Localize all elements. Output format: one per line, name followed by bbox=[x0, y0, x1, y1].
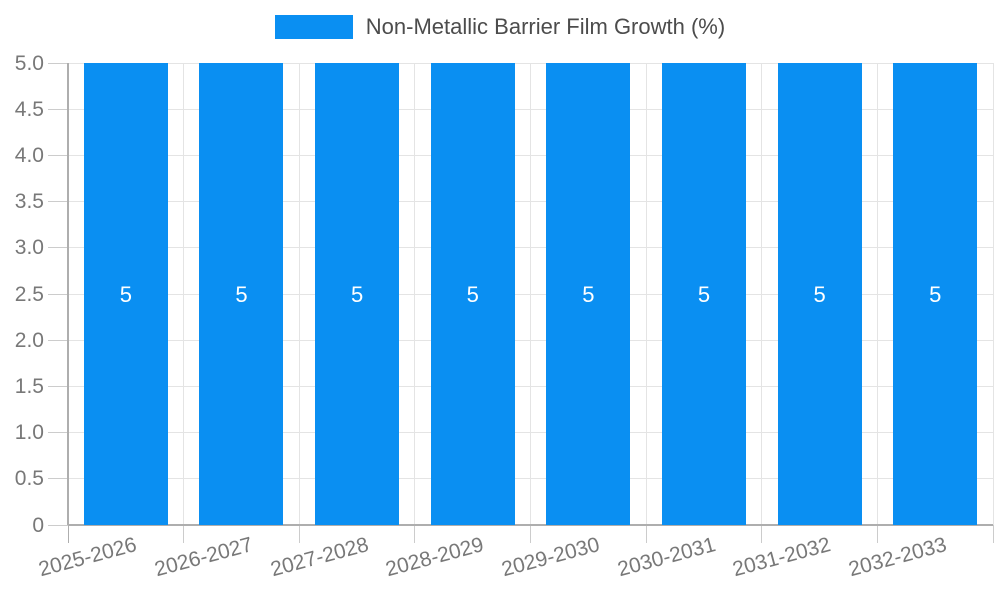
y-axis-tick-label: 0 bbox=[32, 513, 44, 537]
y-axis-tick-label: 3.5 bbox=[14, 190, 44, 214]
bar: 5 bbox=[661, 63, 746, 525]
bar-value-label: 5 bbox=[697, 282, 711, 307]
x-axis-tick-label: 2031-2032 bbox=[730, 533, 834, 582]
legend-swatch bbox=[274, 15, 353, 39]
y-axis-tick bbox=[48, 247, 68, 249]
x-axis-tick bbox=[645, 525, 647, 543]
y-axis-tick-label: 1.0 bbox=[14, 421, 44, 445]
x-axis-line bbox=[68, 524, 993, 526]
bar: 5 bbox=[430, 63, 515, 525]
x-axis-tick bbox=[414, 525, 416, 543]
x-axis-tick-label: 2025-2026 bbox=[36, 533, 140, 582]
x-axis-tick bbox=[67, 525, 69, 543]
y-axis-tick bbox=[48, 293, 68, 295]
y-axis-tick bbox=[48, 201, 68, 203]
bar: 5 bbox=[546, 63, 631, 525]
y-axis-tick bbox=[48, 108, 68, 110]
y-axis-tick-label: 3.0 bbox=[14, 236, 44, 260]
y-axis-tick bbox=[48, 385, 68, 387]
x-axis-tick bbox=[992, 525, 994, 543]
bar-value-label: 5 bbox=[235, 282, 248, 307]
bar-value-label: 5 bbox=[813, 282, 826, 307]
x-axis-tick-label: 2029-2030 bbox=[499, 533, 603, 582]
y-axis-tick-label: 5.0 bbox=[14, 51, 44, 75]
bar: 5 bbox=[199, 63, 284, 525]
y-axis-tick-label: 0.5 bbox=[14, 467, 44, 491]
legend-label: Non-Metallic Barrier Film Growth (%) bbox=[365, 14, 726, 39]
bar-value-label: 5 bbox=[119, 282, 132, 307]
x-axis-tick bbox=[876, 525, 878, 543]
gridline-vertical bbox=[183, 63, 185, 525]
y-axis-tick bbox=[48, 339, 68, 341]
y-axis-tick-label: 2.5 bbox=[14, 282, 44, 306]
x-axis-tick-label: 2032-2033 bbox=[845, 533, 949, 582]
bar-value-label: 5 bbox=[350, 282, 364, 307]
y-axis-line bbox=[67, 63, 69, 525]
x-axis-tick-label: 2026-2027 bbox=[152, 533, 256, 582]
bar: 5 bbox=[777, 63, 862, 525]
bar: 5 bbox=[83, 63, 168, 525]
x-axis-tick bbox=[183, 525, 185, 543]
y-axis-tick-label: 4.5 bbox=[14, 97, 44, 121]
bar-value-label: 5 bbox=[466, 282, 479, 307]
x-axis-tick bbox=[530, 525, 531, 543]
bar-value-label: 5 bbox=[582, 282, 595, 307]
bar-value-label: 5 bbox=[929, 282, 942, 307]
y-axis-tick-label: 2.0 bbox=[14, 328, 44, 352]
y-axis-tick bbox=[48, 62, 68, 64]
y-axis-tick-label: 1.5 bbox=[14, 374, 44, 398]
y-axis-tick bbox=[48, 478, 68, 480]
y-axis-tick bbox=[48, 154, 68, 156]
y-axis-tick bbox=[48, 524, 68, 526]
gridline-vertical bbox=[645, 63, 647, 525]
gridline-vertical bbox=[298, 63, 300, 525]
x-axis-tick-label: 2027-2028 bbox=[267, 533, 371, 582]
x-axis-tick-label: 2030-2031 bbox=[614, 533, 718, 582]
gridline-vertical bbox=[876, 63, 878, 525]
gridline-vertical bbox=[414, 63, 416, 525]
gridline-vertical bbox=[761, 63, 763, 525]
y-axis-tick bbox=[48, 432, 68, 434]
bar: 5 bbox=[893, 63, 978, 525]
x-axis-tick bbox=[761, 525, 763, 543]
bar: 5 bbox=[315, 63, 400, 525]
legend[interactable]: Non-Metallic Barrier Film Growth (%) bbox=[0, 15, 1000, 39]
x-axis-tick bbox=[298, 525, 300, 543]
gridline-vertical bbox=[530, 63, 531, 525]
gridline-vertical bbox=[992, 63, 994, 525]
x-axis-tick-label: 2028-2029 bbox=[383, 533, 487, 582]
y-axis-tick-label: 4.0 bbox=[14, 143, 44, 167]
